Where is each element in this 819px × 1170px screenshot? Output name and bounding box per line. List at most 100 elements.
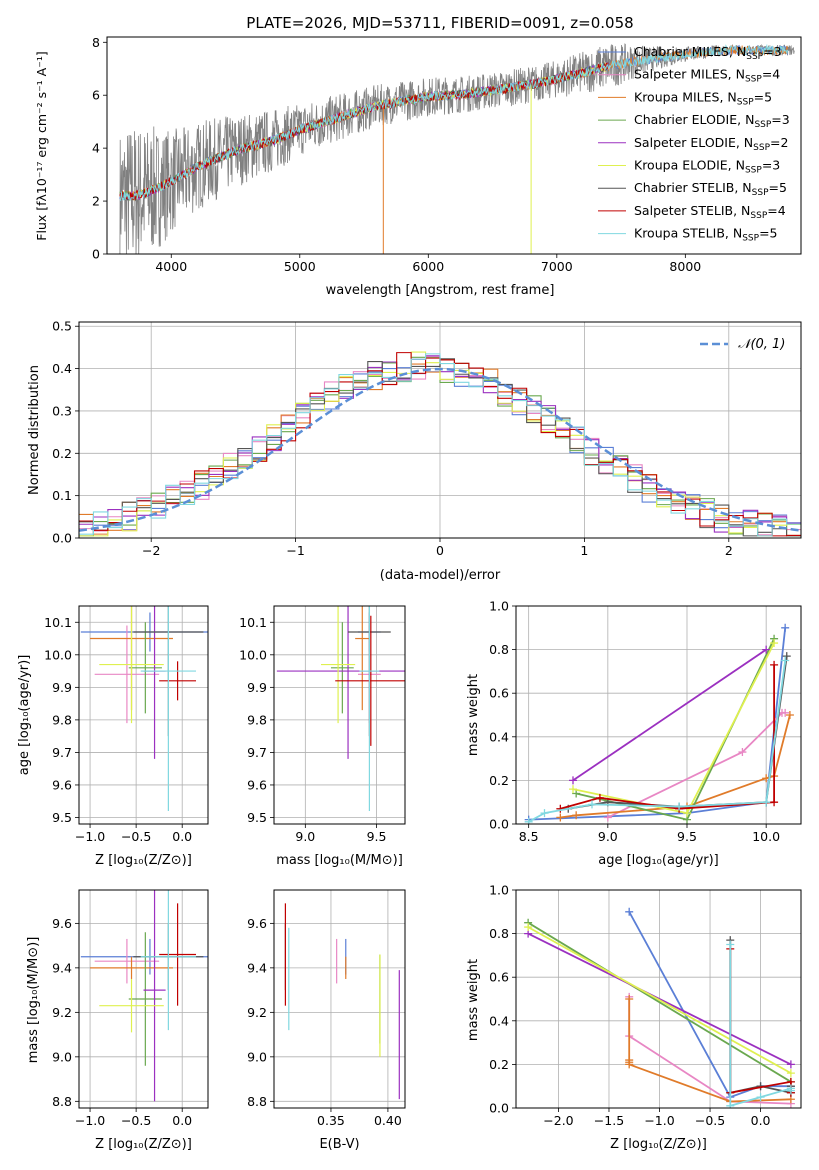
data-point-marker bbox=[595, 793, 604, 802]
data-point-marker bbox=[770, 660, 779, 669]
x-tick-label: 0.0 bbox=[172, 1113, 192, 1128]
y-tick-label: 0 bbox=[92, 247, 100, 262]
x-tick-label: −2 bbox=[142, 543, 160, 558]
data-point-marker bbox=[675, 802, 684, 811]
x-tick-label: 2 bbox=[725, 543, 733, 558]
x-tick-label: 9.5 bbox=[367, 829, 387, 844]
x-tick-label: 4000 bbox=[155, 259, 187, 274]
x-tick-label: 0.35 bbox=[317, 1113, 345, 1128]
plot-area bbox=[119, 43, 795, 254]
y-tick-label: 0.1 bbox=[52, 488, 72, 503]
panel-spectrum: 4000 5000 6000 7000 8000 0 2 4 6 8 PLATE=2026, MJD… bbox=[34, 14, 802, 298]
y-tick-label: 9.2 bbox=[52, 1005, 72, 1020]
data-point-marker bbox=[683, 809, 691, 818]
y-tick-label: 9.9 bbox=[247, 680, 267, 695]
y-tick-label: 0.6 bbox=[489, 970, 509, 985]
mass-weight-series bbox=[528, 660, 787, 823]
mass-weight-series bbox=[527, 926, 792, 1074]
y-tick-label: 9.6 bbox=[247, 916, 267, 931]
y-tick-label: 8 bbox=[92, 35, 100, 50]
x-tick-label: −1.0 bbox=[75, 1113, 105, 1128]
plot-area bbox=[276, 606, 405, 811]
plot-area bbox=[524, 907, 795, 1108]
data-point-marker bbox=[781, 656, 790, 665]
x-tick-label: 0.0 bbox=[751, 1113, 771, 1128]
histogram-series bbox=[79, 353, 801, 537]
plot-area bbox=[80, 890, 208, 1102]
panel-mass_vs_ebv: 0.35 0.40 8.8 9.0 9.2 9.4 9.6 E(B-V) bbox=[247, 889, 406, 1152]
normal-curve bbox=[79, 367, 801, 532]
x-tick-label: 0 bbox=[436, 543, 444, 558]
mass-weight-series bbox=[527, 932, 792, 1066]
y-tick-label: 9.4 bbox=[52, 960, 72, 975]
y-tick-label: 10.0 bbox=[44, 647, 72, 662]
y-tick-label: 9.5 bbox=[247, 810, 267, 825]
legend-label: Salpeter STELIB, NSSP=4 bbox=[634, 203, 786, 221]
data-point-marker bbox=[782, 652, 791, 661]
data-point-marker bbox=[572, 811, 581, 820]
legend-label: Chabrier ELODIE, NSSP=3 bbox=[634, 112, 790, 130]
data-point-marker bbox=[524, 817, 533, 824]
x-tick-label: 9.0 bbox=[598, 829, 618, 844]
y-tick-label: 0.2 bbox=[489, 773, 509, 788]
y-tick-label: 9.6 bbox=[247, 777, 267, 792]
x-axis-label: (data-model)/error bbox=[380, 568, 501, 583]
data-point-marker bbox=[625, 1060, 634, 1069]
y-tick-label: 9.9 bbox=[52, 680, 72, 695]
y-tick-label: 0.3 bbox=[52, 403, 72, 418]
data-point-marker bbox=[770, 798, 779, 807]
legend-label: Salpeter MILES, NSSP=4 bbox=[634, 67, 780, 85]
y-tick-label: 4 bbox=[92, 141, 100, 156]
legend-label: Kroupa ELODIE, NSSP=3 bbox=[634, 158, 780, 176]
y-tick-label: 0.8 bbox=[489, 926, 509, 941]
panel-mass_vs_z: −1.0 −0.5 0.0 8.8 9.0 9.2 9.4 9.6 Z [log₁₀(Z/Z⊙)… bbox=[26, 889, 209, 1152]
axes-frame bbox=[78, 889, 209, 1109]
x-tick-label: −0.5 bbox=[121, 1113, 151, 1128]
x-tick-label: −0.5 bbox=[121, 829, 151, 844]
data-point-marker bbox=[756, 1093, 765, 1102]
y-tick-label: 10.0 bbox=[239, 647, 267, 662]
x-tick-label: 0.40 bbox=[374, 1113, 402, 1128]
data-point-marker bbox=[588, 800, 596, 809]
y-axis-label: age [log₁₀(age/yr)] bbox=[17, 655, 32, 776]
y-tick-label: 9.7 bbox=[247, 745, 267, 760]
y-tick-label: 0.6 bbox=[489, 686, 509, 701]
y-tick-label: 9.0 bbox=[52, 1049, 72, 1064]
mass-weight-series bbox=[572, 648, 767, 782]
y-tick-label: 9.8 bbox=[247, 712, 267, 727]
mass-weight-series bbox=[527, 921, 792, 1083]
panel-age_vs_mass: 9.0 9.5 9.5 9.6 9.7 9.8 9.9 10.0 10.1 mass [log₁₀… bbox=[239, 605, 406, 868]
plot-area bbox=[80, 606, 208, 811]
y-tick-label: 0.4 bbox=[52, 361, 72, 376]
x-tick-label: 7000 bbox=[541, 259, 573, 274]
data-point-marker bbox=[786, 1086, 795, 1095]
y-axis-label: mass weight bbox=[466, 959, 481, 1041]
x-tick-label: −0.5 bbox=[695, 1113, 725, 1128]
y-tick-label: 0.0 bbox=[52, 531, 72, 546]
y-tick-label: 9.7 bbox=[52, 745, 72, 760]
x-tick-label: 8.5 bbox=[519, 829, 539, 844]
legend-label: Kroupa STELIB, NSSP=5 bbox=[634, 226, 778, 244]
mass-weight-series bbox=[628, 911, 791, 1099]
axes-frame bbox=[515, 605, 802, 825]
data-point-marker bbox=[603, 813, 612, 822]
legend-label: 𝒩(0, 1) bbox=[738, 337, 785, 352]
x-tick-label: 8000 bbox=[669, 259, 701, 274]
x-tick-label: −1 bbox=[286, 543, 304, 558]
axes-frame bbox=[78, 605, 209, 825]
y-tick-label: 9.2 bbox=[247, 1005, 267, 1020]
x-tick-label: −1.0 bbox=[644, 1113, 674, 1128]
y-tick-label: 1.0 bbox=[489, 599, 509, 614]
data-point-marker bbox=[738, 748, 747, 757]
y-tick-label: 6 bbox=[92, 88, 100, 103]
x-tick-label: 9.0 bbox=[295, 829, 315, 844]
y-tick-label: 0.4 bbox=[489, 729, 509, 744]
x-tick-label: 5000 bbox=[284, 259, 316, 274]
y-axis-label: mass weight bbox=[466, 674, 481, 756]
axes-frame bbox=[273, 605, 406, 825]
model-spectrum-line bbox=[119, 43, 789, 202]
mass-weight-series bbox=[575, 638, 775, 821]
panel-massweight_vs_age: 8.5 9.0 9.5 10.0 0.0 0.2 0.4 0.6 0.8 1.0 age [log₁… bbox=[466, 599, 802, 868]
data-point-marker bbox=[569, 776, 577, 785]
